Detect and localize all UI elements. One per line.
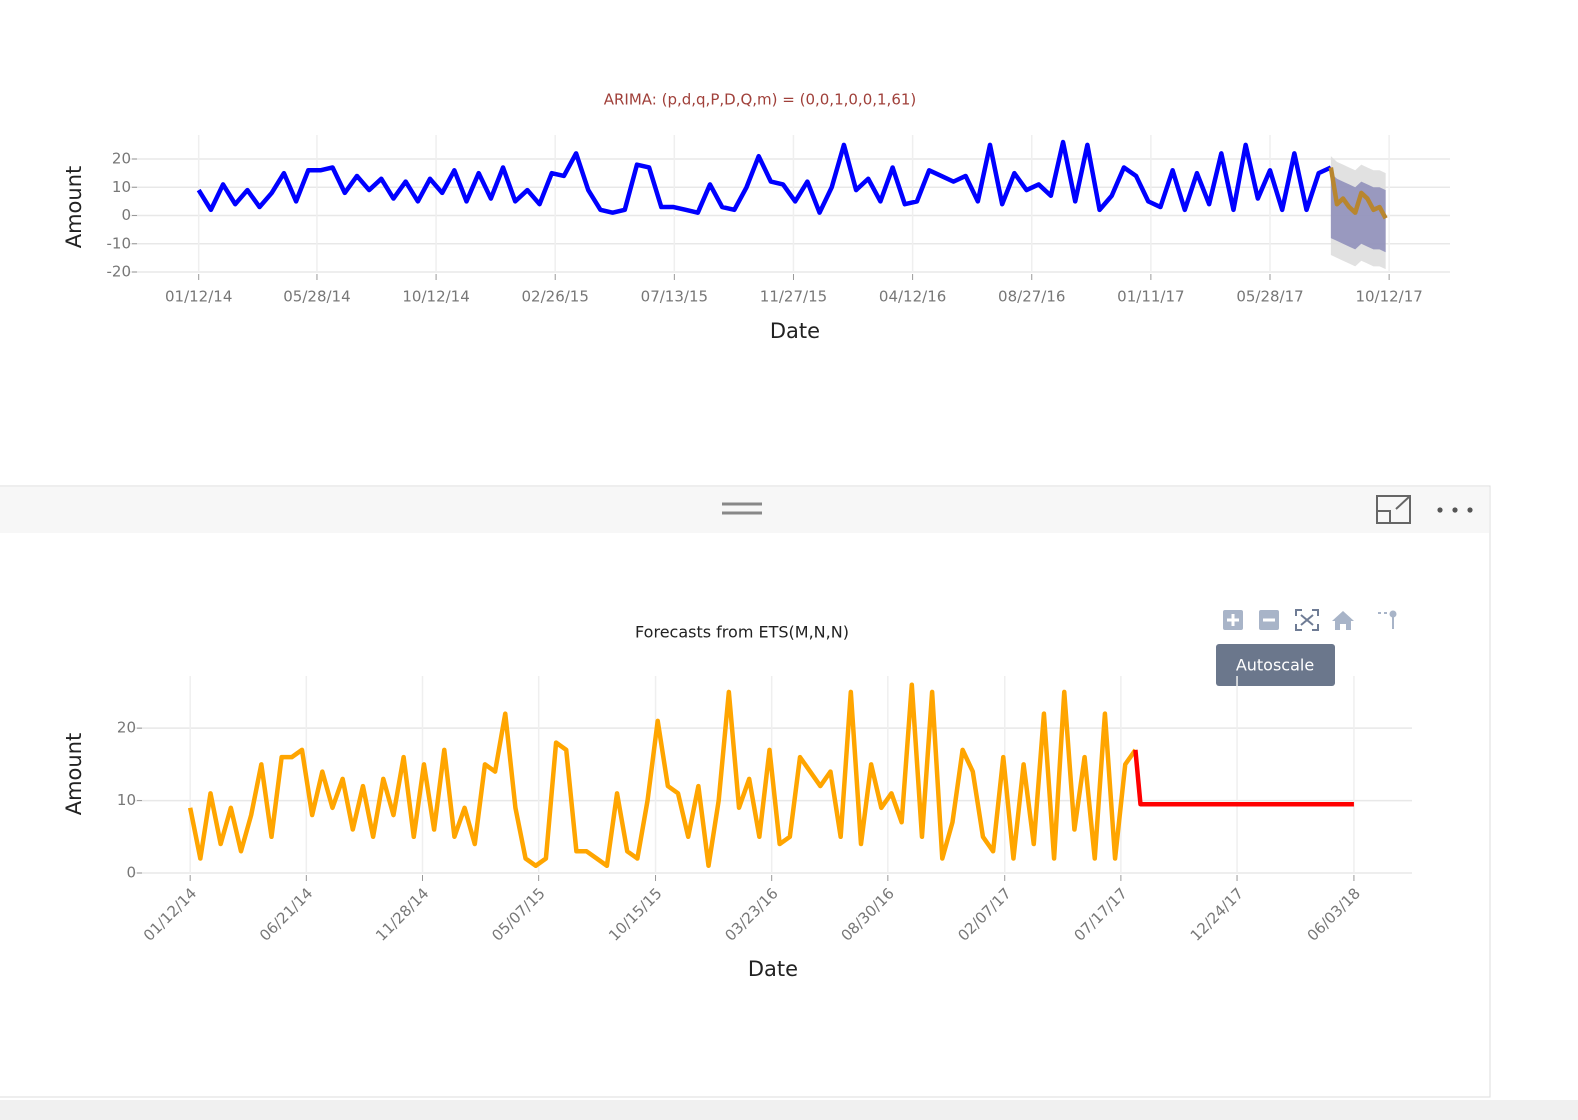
x-tick-label: 10/12/17 [1355,288,1422,306]
chart-title: Forecasts from ETS(M,N,N) [635,623,849,642]
y-tick-label: 20 [117,719,136,737]
x-tick-label: 07/13/15 [641,288,708,306]
scrollbar-track[interactable] [0,1100,1578,1120]
x-tick-label: 05/28/17 [1236,288,1303,306]
y-tick-label: -10 [107,234,132,252]
x-tick-label: 02/26/15 [522,288,589,306]
panel-header[interactable] [0,487,1489,533]
zoom-out-button[interactable] [1259,610,1279,630]
series-line [1328,167,1388,220]
x-tick-label: 05/28/14 [283,288,350,306]
x-tick-label: 01/11/17 [1117,288,1184,306]
reset-button[interactable] [1332,611,1354,630]
tooltip [1216,644,1335,686]
y-tick-label: 10 [112,178,131,196]
y-tick-label: 0 [121,206,131,224]
series-line [1133,749,1354,807]
y-tick-label: -20 [107,263,132,281]
x-tick-label: 01/12/14 [165,288,232,306]
x-tick-label: 04/12/16 [879,288,946,306]
x-axis-title: Date [770,319,820,343]
series-line [196,139,1332,215]
x-tick-label: 10/12/14 [402,288,469,306]
y-axis-title: Amount [62,733,86,816]
spike-button[interactable] [1378,610,1397,630]
y-axis-title: Amount [62,166,86,249]
tooltip-text: Autoscale [1236,656,1314,675]
chart-title: ARIMA: (p,d,q,P,D,Q,m) = (0,0,1,0,0,1,61… [604,91,917,109]
y-tick-label: 10 [117,791,136,809]
x-axis-title: Date [748,957,798,981]
x-tick-label: 11/27/15 [760,288,827,306]
expand-button[interactable] [1376,495,1411,524]
confidence-band [1330,173,1386,253]
zoom-in-button[interactable] [1223,610,1243,630]
series-line [187,682,1138,869]
x-tick-label: 08/27/16 [998,288,1065,306]
more-button[interactable] [1437,507,1473,513]
y-tick-label: 0 [126,864,136,882]
y-tick-label: 20 [112,150,131,168]
autoscale-button[interactable] [1295,609,1319,631]
plot: -20 -10 0 10 20 01/12/14 05/28/14 10/12/14 02/26… [107,135,1450,306]
